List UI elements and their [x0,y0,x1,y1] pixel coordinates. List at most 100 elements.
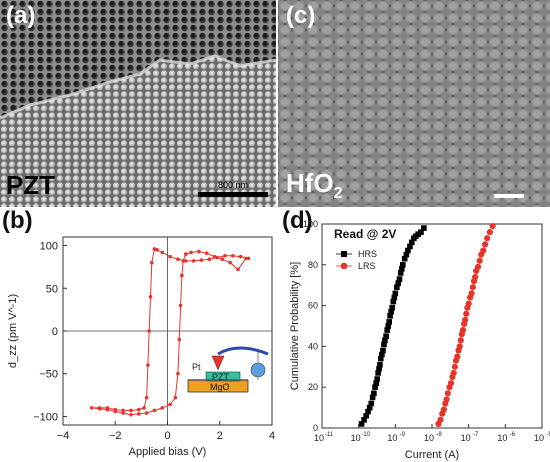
data-point-lrs [484,235,491,242]
data-point-lrs [447,380,455,387]
inset-cantilever-icon [217,346,269,356]
x-tick-label: 10 [461,433,471,443]
data-point [176,371,180,376]
data-point-lrs [462,316,469,323]
data-point-lrs [443,396,450,403]
data-point [148,295,153,299]
data-point [144,411,149,415]
data-point [181,259,185,263]
inset-pzt-layer [205,371,241,382]
y-tick-label: 100 [303,219,318,229]
scalebar-label: 800 nm [218,180,249,190]
data-point-hrs [373,380,379,386]
data-point-hrs [375,370,381,376]
plot-frame [321,223,543,429]
data-point [207,257,212,262]
x-tick-label: 0 [164,430,170,442]
pzt-material-label: PZT [6,170,56,200]
data-point [113,409,118,414]
data-point-hrs [401,255,408,262]
data-point-lrs [486,229,494,236]
data-point [173,395,178,400]
data-point [236,267,240,272]
y-tick-label: 40 [308,341,318,351]
data-point-hrs [368,400,375,407]
x-tick-label: 10 [424,433,434,443]
data-point-lrs [465,300,472,307]
data-point [121,411,125,415]
data-point-hrs [405,247,411,254]
data-point-hrs [397,270,404,276]
data-point-lrs [437,416,444,423]
data-point [176,257,180,262]
data-point-hrs [418,229,424,235]
data-point [146,363,150,367]
data-point [244,256,248,261]
data-point-hrs [376,366,382,372]
data-point [152,247,157,251]
y-axis-label: d_zz (pm V^-1) [7,294,19,368]
data-point-hrs [372,384,378,390]
data-point [136,412,141,416]
data-point [177,337,182,342]
data-point [238,254,243,259]
panel-b-label: (b) [2,207,33,234]
y-tick-label: 0 [313,423,318,433]
x-axis-label: Current (A) [405,449,459,461]
data-point-hrs [381,341,387,348]
data-point [228,260,232,265]
data-point [121,408,125,413]
inset-pzt-label: PZT [212,372,230,382]
data-point-lrs [480,247,487,254]
data-point [160,250,165,255]
panel-c-label: (c) [286,2,316,29]
data-point-lrs [474,263,482,270]
data-point-hrs [403,251,410,258]
hfo2-sem-micrograph [278,0,550,207]
data-point-hrs [390,298,397,305]
data-point-lrs [457,337,464,344]
inset-pt-label: Pt [192,362,201,372]
x-tick-exponent: -11 [325,432,334,438]
inset-tip-icon [211,355,225,371]
legend-marker [340,262,348,270]
data-point [168,254,172,259]
y-axis-label: Cumulative Probability [%] [289,262,301,390]
data-point-hrs [380,347,386,354]
data-point-hrs [421,225,427,231]
data-point-hrs [369,394,376,401]
data-point [197,249,201,254]
x-tick-label: 10 [351,433,361,443]
data-point-lrs [489,222,496,230]
data-point-lrs [463,310,470,317]
data-point-lrs [451,363,458,370]
x-tick-exponent: -6 [510,432,516,438]
data-point [150,260,154,265]
data-point-hrs [387,313,393,319]
x-tick-label: 10 [314,433,324,443]
data-point [183,259,188,263]
data-point-hrs [389,304,395,311]
data-point-hrs [395,280,402,286]
data-point-hrs [383,333,389,339]
data-point [231,254,235,258]
x-tick-label: 10 [387,433,397,443]
x-tick-exponent: -10 [361,432,370,438]
hfo2-material-label: HfO2 [286,168,343,203]
data-point-hrs [358,421,365,427]
data-point-hrs [366,404,373,411]
data-point-hrs [386,319,392,325]
data-point-hrs [361,417,367,423]
y-tick-label: 60 [308,301,318,311]
data-point-hrs [396,276,403,282]
hfo2-subscript: 2 [333,185,343,203]
y-tick-label: 50 [46,283,58,295]
x-tick-label: 2 [217,430,223,442]
y-tick-label: −100 [33,411,58,423]
data-point-hrs [392,290,399,297]
y-tick-label: 20 [308,382,318,392]
data-point-hrs [408,239,415,246]
data-point-lrs [469,284,476,291]
x-tick-exponent: -7 [473,432,479,438]
x-axis-label: Applied bias (V) [129,446,207,458]
